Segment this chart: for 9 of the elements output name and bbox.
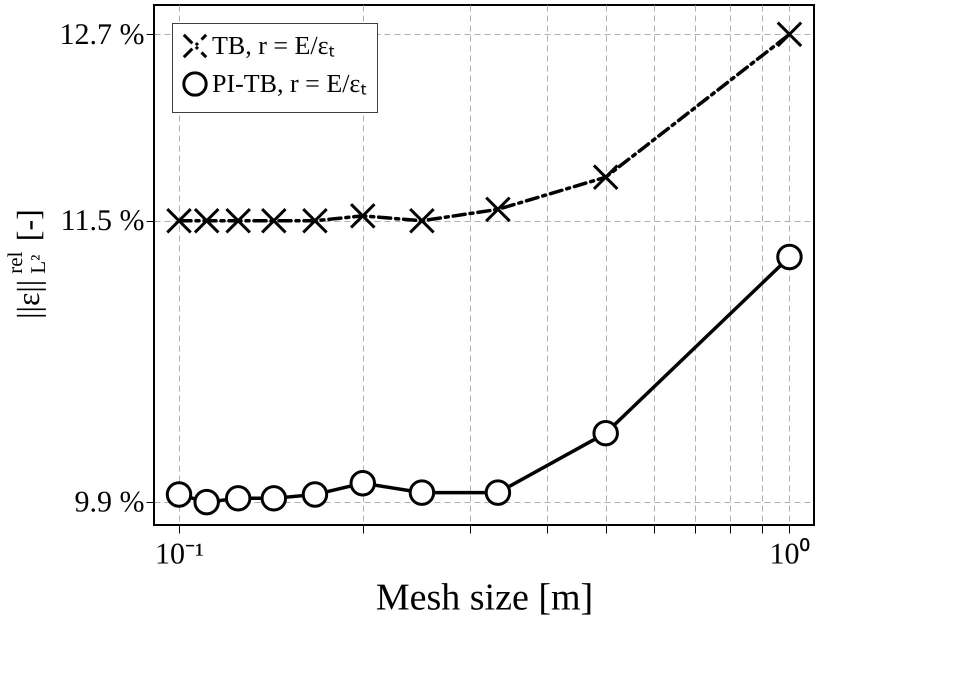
legend-label: PI-TB, r = E/εₜ [212,69,366,98]
y-tick-label: 12.7 % [60,18,144,51]
x-tick-label: 10⁻¹ [155,538,204,570]
y-axis-title: ||ε||relL² [-] [3,209,50,319]
legend-label: TB, r = E/εₜ [212,31,335,60]
x-tick-label: 10⁰ [769,538,810,570]
y-tick-label: 9.9 % [74,486,144,519]
x-axis-title: Mesh size [m] [376,576,594,618]
y-tick-label: 11.5 % [60,204,144,238]
